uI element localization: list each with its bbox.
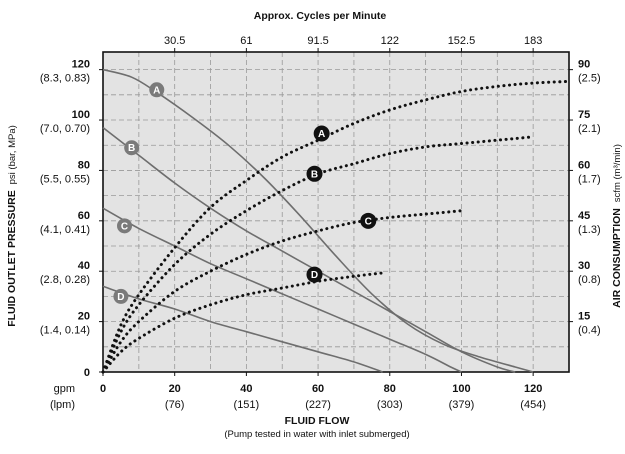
x-tick-sublabel: (227) xyxy=(305,399,331,411)
y-right-tick-sublabel: (0.4) xyxy=(578,325,601,337)
y-right-tick-label: 90 xyxy=(578,59,590,71)
y-left-tick-sublabel: (5.5, 0.55) xyxy=(40,173,90,185)
x-tick-label: 80 xyxy=(384,383,396,395)
x-tick-sublabel: (76) xyxy=(165,399,185,411)
pressure-badge-c: C xyxy=(117,218,133,234)
y-left-tick-label: 60 xyxy=(78,210,90,222)
top-tick-label: 30.5 xyxy=(164,35,185,47)
y-left-tick-label: 120 xyxy=(72,59,90,71)
y-right-tick-label: 30 xyxy=(578,260,590,272)
pressure-badge-letter: C xyxy=(121,221,128,232)
y-left-tick-sublabel: (1.4, 0.14) xyxy=(40,325,90,337)
x-tick-label: 40 xyxy=(240,383,252,395)
x-tick-label: 120 xyxy=(524,383,542,395)
x-tick-label: 0 xyxy=(100,383,106,395)
x-unit-primary: gpm xyxy=(54,383,75,395)
pressure-badge-circle xyxy=(117,218,133,234)
top-tick-label: 61 xyxy=(240,35,252,47)
x-tick-sublabel: (151) xyxy=(234,399,260,411)
y-left-tick-sublabel: (7.0, 0.70) xyxy=(40,123,90,135)
y-right-axis-title: AIR CONSUMPTION scfm (m³/min) xyxy=(611,144,623,308)
y-left-axis-unit: psi (bar, MPa) xyxy=(7,125,18,184)
air-badge-circle xyxy=(360,212,377,229)
pressure-badge-d: D xyxy=(113,288,129,304)
x-tick-sublabel: (379) xyxy=(449,399,475,411)
air-badge-letter: D xyxy=(311,270,318,281)
svg-text:FLUID OUTLET PRESSURE ps: FLUID OUTLET PRESSURE psi (bar, MPa) xyxy=(6,125,18,327)
pressure-curve-d xyxy=(102,285,383,373)
x-unit-secondary: (lpm) xyxy=(50,399,75,411)
y-right-tick-label: 60 xyxy=(578,159,590,171)
top-tick-label: 91.5 xyxy=(307,35,328,47)
y-right-axis-label: AIR CONSUMPTION xyxy=(611,208,623,308)
pressure-badge-circle xyxy=(149,82,165,98)
air-curve-c xyxy=(101,209,463,374)
y-left-tick-label: 0 xyxy=(84,367,90,379)
y-right-axis-unit: scfm (m³/min) xyxy=(612,144,623,202)
air-badge-letter: A xyxy=(318,129,325,140)
pressure-badge-letter: D xyxy=(117,292,124,303)
plot-area xyxy=(103,52,569,372)
chart-title: Approx. Cycles per Minute xyxy=(254,10,387,22)
air-badge-circle xyxy=(306,266,323,283)
plot-frame xyxy=(102,51,570,373)
air-badge-c: C xyxy=(360,212,377,229)
air-curve-b xyxy=(101,135,535,374)
x-tick-label: 20 xyxy=(169,383,181,395)
y-left-tick-label: 100 xyxy=(72,109,90,121)
y-left-axis-title: FLUID OUTLET PRESSURE psi (bar, MPa) xyxy=(6,125,18,327)
x-tick-sublabel: (454) xyxy=(520,399,546,411)
x-tick-label: 100 xyxy=(452,383,470,395)
pressure-badge-circle xyxy=(113,288,129,304)
y-left-tick-sublabel: (2.8, 0.28) xyxy=(40,274,90,286)
y-right-tick-sublabel: (1.3) xyxy=(578,224,601,236)
y-right-tick-sublabel: (2.5) xyxy=(578,73,601,85)
y-left-tick-label: 20 xyxy=(78,311,90,323)
curve-labels: A B C D A B C D xyxy=(113,82,377,304)
air-badge-d: D xyxy=(306,266,323,283)
y-right-tick-sublabel: (0.8) xyxy=(578,274,601,286)
air-curve-d xyxy=(101,271,385,374)
pressure-badge-letter: A xyxy=(153,85,160,96)
axes xyxy=(99,48,573,376)
y-right-tick-label: 45 xyxy=(578,210,590,222)
x-axis-sublabel: (Pump tested in water with inlet submerg… xyxy=(224,429,409,440)
grid-lines xyxy=(103,52,569,372)
y-right-tick-label: 75 xyxy=(578,109,590,121)
y-left-tick-label: 40 xyxy=(78,260,90,272)
x-axis-label: FLUID FLOW xyxy=(285,415,350,427)
y-left-axis-label: FLUID OUTLET PRESSURE xyxy=(6,190,18,327)
y-right-tick-sublabel: (2.1) xyxy=(578,123,601,135)
y-left-tick-label: 80 xyxy=(78,159,90,171)
y-right-tick-label: 15 xyxy=(578,311,590,323)
air-badge-a: A xyxy=(313,125,330,142)
y-left-tick-sublabel: (4.1, 0.41) xyxy=(40,224,90,236)
top-tick-label: 122 xyxy=(381,35,399,47)
pressure-badge-circle xyxy=(124,140,140,156)
air-badge-letter: C xyxy=(365,216,372,227)
y-right-tick-sublabel: (1.7) xyxy=(578,173,601,185)
tick-labels: 0 20 (76) 40 (151) 60 (227) 80 (303) 100 (379) 120 (… xyxy=(40,35,601,411)
air-badge-b: B xyxy=(306,165,323,182)
pressure-badge-a: A xyxy=(149,82,165,98)
svg-text:AIR CONSUMPTION scfm (m³: AIR CONSUMPTION scfm (m³/min) xyxy=(611,144,623,308)
x-tick-sublabel: (303) xyxy=(377,399,403,411)
pressure-badge-letter: B xyxy=(128,143,135,154)
pressure-badge-b: B xyxy=(124,140,140,156)
x-tick-label: 60 xyxy=(312,383,324,395)
y-left-tick-sublabel: (8.3, 0.83) xyxy=(40,73,90,85)
top-tick-label: 183 xyxy=(524,35,542,47)
air-badge-letter: B xyxy=(311,169,318,180)
air-badge-circle xyxy=(313,125,330,142)
pressure-curve-c xyxy=(102,207,462,373)
top-tick-label: 152.5 xyxy=(448,35,476,47)
air-badge-circle xyxy=(306,165,323,182)
